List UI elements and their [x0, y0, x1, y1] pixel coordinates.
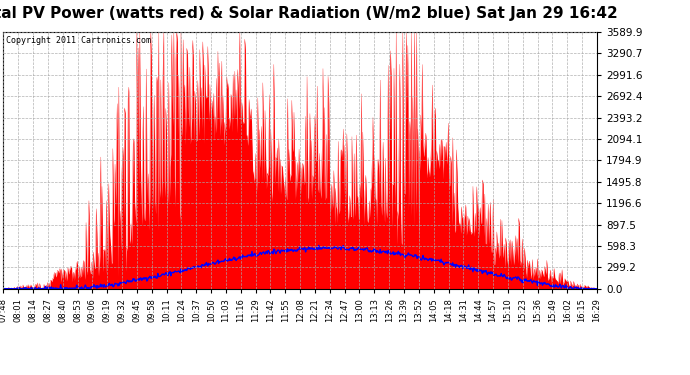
Text: Total PV Power (watts red) & Solar Radiation (W/m2 blue) Sat Jan 29 16:42: Total PV Power (watts red) & Solar Radia… [0, 6, 618, 21]
Text: Copyright 2011 Cartronics.com: Copyright 2011 Cartronics.com [6, 36, 151, 45]
